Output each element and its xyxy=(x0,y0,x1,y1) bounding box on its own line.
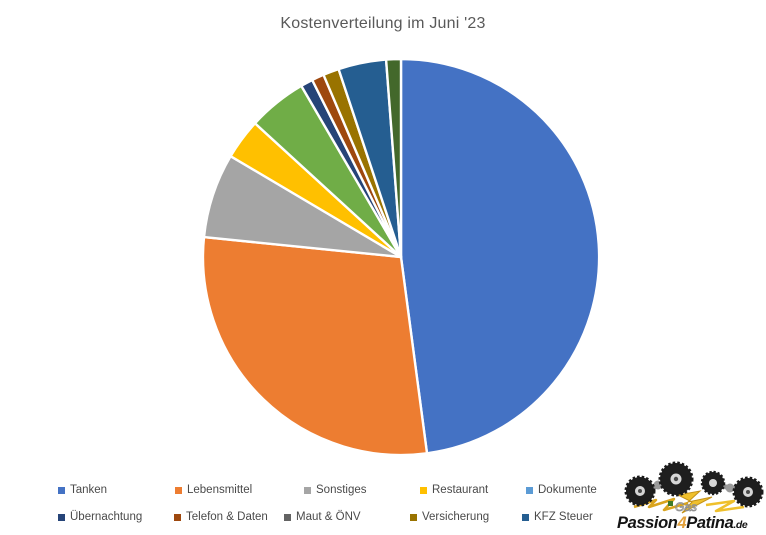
legend-swatch-icon xyxy=(284,513,291,521)
legend-swatch-icon xyxy=(304,486,311,494)
legend-label: Dokumente xyxy=(538,484,597,496)
legend-item-maut-nv: Maut & ÖNV xyxy=(284,510,361,524)
legend-item-tanken: Tanken xyxy=(58,483,107,497)
tire-icon xyxy=(700,470,726,496)
legend-swatch-icon xyxy=(420,486,427,494)
tire-icon xyxy=(658,461,694,497)
logo-text-de: .de xyxy=(733,519,748,531)
legend-label: Maut & ÖNV xyxy=(296,511,361,523)
legend-swatch-icon xyxy=(58,486,65,494)
legend-item-dokumente: Dokumente xyxy=(526,483,597,497)
legend-label: Lebensmittel xyxy=(187,484,253,496)
passion4patina-logo: Gas Passion4Patina.de xyxy=(617,461,764,532)
legend-item-restaurant: Restaurant xyxy=(420,483,488,497)
legend-label: Übernachtung xyxy=(70,511,143,523)
legend-swatch-icon xyxy=(526,486,533,494)
logo-green-mark xyxy=(668,501,673,506)
legend-label: KFZ Steuer xyxy=(534,511,593,523)
legend-item-kfz-steuer: KFZ Steuer xyxy=(522,510,593,524)
legend-item-lebensmittel: Lebensmittel xyxy=(175,483,252,497)
legend-label: Telefon & Daten xyxy=(186,511,268,523)
axle-icon xyxy=(639,477,749,495)
tires-icon xyxy=(624,461,764,508)
legend-label: Versicherung xyxy=(422,511,490,523)
chart-title: Kostenverteilung im Juni '23 xyxy=(280,15,486,32)
pie-slice-tanken xyxy=(399,57,601,455)
logo-text-patina: Patina xyxy=(686,514,733,532)
logo-text-4: 4 xyxy=(676,514,686,532)
tire-icon xyxy=(624,475,656,507)
logo-gas-text: Gas xyxy=(675,500,697,514)
legend-label: Restaurant xyxy=(432,484,489,496)
tire-icon xyxy=(732,476,764,508)
legend-swatch-icon xyxy=(522,513,529,521)
legend-item-versicherung: Versicherung xyxy=(410,510,489,524)
legend-item-bernachtung: Übernachtung xyxy=(58,510,142,524)
legend-label: Tanken xyxy=(70,484,108,496)
legend-swatch-icon xyxy=(174,513,181,521)
legend-item-sonstiges: Sonstiges xyxy=(304,483,367,497)
legend-swatch-icon xyxy=(58,513,65,521)
legend-label: Sonstiges xyxy=(316,484,367,496)
legend-swatch-icon xyxy=(410,513,417,521)
pie-slice-unlabeled-9 xyxy=(384,57,403,259)
legend-item-telefon-daten: Telefon & Daten xyxy=(174,510,268,524)
logo-wordmark: Passion4Patina.de xyxy=(617,514,748,532)
lightning-icon xyxy=(633,490,745,514)
logo-text-passion: Passion xyxy=(617,514,678,532)
legend-swatch-icon xyxy=(175,486,182,494)
pie-slice-lebensmittel xyxy=(201,235,429,457)
